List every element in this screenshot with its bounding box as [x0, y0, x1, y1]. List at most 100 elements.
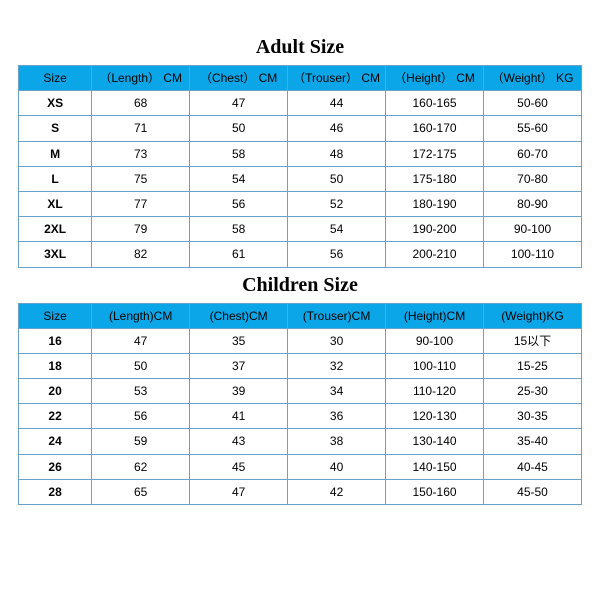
value-cell: 48: [288, 141, 386, 166]
value-cell: 110-120: [386, 379, 484, 404]
children-header-row: Size (Length)CM (Chest)CM (Trouser)CM (H…: [19, 303, 582, 328]
value-cell: 15-25: [484, 353, 582, 378]
table-row: 28654742150-16045-50: [19, 479, 582, 504]
value-cell: 41: [190, 404, 288, 429]
value-cell: 80-90: [484, 191, 582, 216]
value-cell: 68: [92, 91, 190, 116]
value-cell: 46: [288, 116, 386, 141]
value-cell: 35: [190, 328, 288, 353]
value-cell: 37: [190, 353, 288, 378]
children-title: Children Size: [18, 274, 582, 297]
children-body: 1647353090-10015以下18503732100-11015-2520…: [19, 328, 582, 504]
value-cell: 50: [92, 353, 190, 378]
col-weight: (Weight)KG: [484, 303, 582, 328]
value-cell: 160-165: [386, 91, 484, 116]
table-row: 1647353090-10015以下: [19, 328, 582, 353]
size-cell: XL: [19, 191, 92, 216]
col-size: Size: [19, 303, 92, 328]
value-cell: 60-70: [484, 141, 582, 166]
value-cell: 34: [288, 379, 386, 404]
value-cell: 120-130: [386, 404, 484, 429]
value-cell: 79: [92, 217, 190, 242]
size-cell: 28: [19, 479, 92, 504]
adult-header-row: Size （Length） CM （Chest） CM （Trouser） CM…: [19, 66, 582, 91]
value-cell: 82: [92, 242, 190, 267]
value-cell: 47: [92, 328, 190, 353]
value-cell: 47: [190, 91, 288, 116]
table-row: XL775652180-19080-90: [19, 191, 582, 216]
size-cell: XS: [19, 91, 92, 116]
col-chest: （Chest） CM: [190, 66, 288, 91]
table-row: 18503732100-11015-25: [19, 353, 582, 378]
value-cell: 140-150: [386, 454, 484, 479]
table-row: 24594338130-14035-40: [19, 429, 582, 454]
value-cell: 43: [190, 429, 288, 454]
value-cell: 47: [190, 479, 288, 504]
col-trouser: (Trouser)CM: [288, 303, 386, 328]
value-cell: 30-35: [484, 404, 582, 429]
value-cell: 54: [190, 166, 288, 191]
table-row: 20533934110-12025-30: [19, 379, 582, 404]
value-cell: 32: [288, 353, 386, 378]
value-cell: 75: [92, 166, 190, 191]
size-chart-canvas: Adult Size Size （Length） CM （Chest） CM （…: [0, 0, 600, 600]
value-cell: 56: [92, 404, 190, 429]
col-chest: (Chest)CM: [190, 303, 288, 328]
size-cell: 18: [19, 353, 92, 378]
value-cell: 35-40: [484, 429, 582, 454]
value-cell: 58: [190, 217, 288, 242]
value-cell: 15以下: [484, 328, 582, 353]
value-cell: 56: [288, 242, 386, 267]
value-cell: 150-160: [386, 479, 484, 504]
adult-title: Adult Size: [18, 36, 582, 59]
value-cell: 90-100: [386, 328, 484, 353]
value-cell: 50: [288, 166, 386, 191]
value-cell: 40-45: [484, 454, 582, 479]
value-cell: 53: [92, 379, 190, 404]
value-cell: 25-30: [484, 379, 582, 404]
value-cell: 56: [190, 191, 288, 216]
value-cell: 50-60: [484, 91, 582, 116]
value-cell: 45-50: [484, 479, 582, 504]
value-cell: 59: [92, 429, 190, 454]
size-cell: 3XL: [19, 242, 92, 267]
table-row: S715046160-17055-60: [19, 116, 582, 141]
size-cell: S: [19, 116, 92, 141]
value-cell: 65: [92, 479, 190, 504]
table-row: L755450175-18070-80: [19, 166, 582, 191]
col-weight: （Weight） KG: [484, 66, 582, 91]
size-cell: 2XL: [19, 217, 92, 242]
col-trouser: （Trouser） CM: [288, 66, 386, 91]
value-cell: 42: [288, 479, 386, 504]
value-cell: 62: [92, 454, 190, 479]
size-cell: L: [19, 166, 92, 191]
value-cell: 36: [288, 404, 386, 429]
value-cell: 100-110: [484, 242, 582, 267]
value-cell: 90-100: [484, 217, 582, 242]
table-row: 22564136120-13030-35: [19, 404, 582, 429]
col-height: (Height)CM: [386, 303, 484, 328]
value-cell: 160-170: [386, 116, 484, 141]
size-cell: 16: [19, 328, 92, 353]
value-cell: 52: [288, 191, 386, 216]
value-cell: 71: [92, 116, 190, 141]
value-cell: 44: [288, 91, 386, 116]
value-cell: 30: [288, 328, 386, 353]
value-cell: 58: [190, 141, 288, 166]
adult-body: XS684744160-16550-60S715046160-17055-60M…: [19, 91, 582, 267]
value-cell: 172-175: [386, 141, 484, 166]
value-cell: 70-80: [484, 166, 582, 191]
value-cell: 200-210: [386, 242, 484, 267]
children-size-table: Size (Length)CM (Chest)CM (Trouser)CM (H…: [18, 303, 582, 506]
size-cell: 20: [19, 379, 92, 404]
value-cell: 55-60: [484, 116, 582, 141]
value-cell: 73: [92, 141, 190, 166]
value-cell: 39: [190, 379, 288, 404]
col-length: (Length)CM: [92, 303, 190, 328]
adult-size-table: Size （Length） CM （Chest） CM （Trouser） CM…: [18, 65, 582, 268]
value-cell: 130-140: [386, 429, 484, 454]
table-row: 26624540140-15040-45: [19, 454, 582, 479]
value-cell: 50: [190, 116, 288, 141]
value-cell: 100-110: [386, 353, 484, 378]
value-cell: 61: [190, 242, 288, 267]
